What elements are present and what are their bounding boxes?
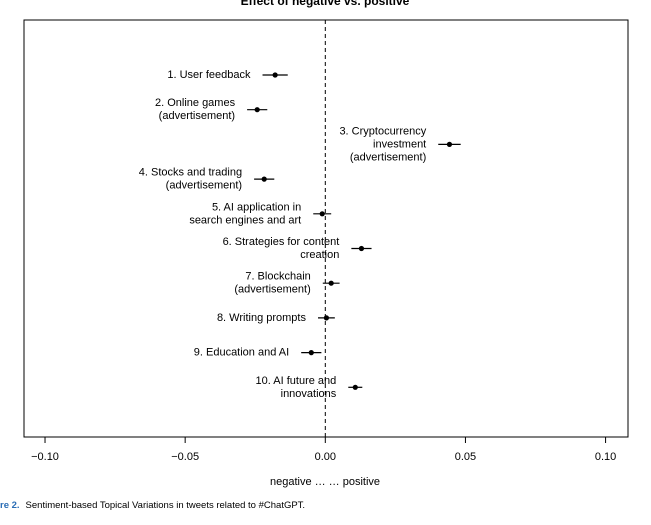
category-label: 5. AI application in search engines and a…: [189, 201, 301, 226]
point: [254, 107, 260, 113]
category-label: 1. User feedback: [167, 69, 251, 81]
category-label-line: search engines and art: [189, 214, 301, 226]
point: [272, 72, 278, 78]
category-label-line: 6. Strategies for content: [223, 236, 340, 248]
x-tick-label: −0.10: [31, 451, 59, 463]
category-label-line: 8. Writing prompts: [217, 312, 307, 324]
category-label-line: 5. AI application in: [212, 201, 301, 213]
category-label-line: 10. AI future and: [256, 375, 337, 387]
category-label: 2. Online games (advertisement): [155, 97, 236, 122]
category-label: 10. AI future and innovations: [256, 375, 337, 400]
category-label-line: 3. Cryptocurrency: [339, 125, 426, 137]
category-label: 6. Strategies for content creation: [223, 236, 340, 261]
category-label: 8. Writing prompts: [217, 312, 307, 324]
x-tick-label: 0.05: [455, 451, 476, 463]
chart-title: Effect of negative vs. positive: [241, 0, 410, 8]
category-label-line: investment: [373, 138, 426, 150]
category-label-line: 2. Online games: [155, 97, 236, 109]
point: [261, 176, 267, 182]
category-label-line: (advertisement): [234, 284, 310, 296]
point: [358, 245, 365, 252]
point: [323, 315, 330, 321]
category-label-line: (advertisement): [350, 151, 426, 163]
category-label-line: (advertisement): [159, 110, 235, 122]
category-label-line: creation: [300, 249, 339, 261]
x-tick-label: 0.00: [315, 451, 336, 463]
point: [319, 211, 325, 217]
caption-text: Sentiment-based Topical Variations in tw…: [26, 500, 306, 511]
category-label: 4. Stocks and trading (advertisement): [139, 167, 242, 192]
point: [308, 350, 314, 356]
x-tick-label: 0.10: [595, 451, 616, 463]
point: [446, 141, 453, 147]
category-label-line: 4. Stocks and trading: [139, 167, 242, 179]
x-axis-label: negative … … positive: [270, 476, 380, 488]
category-label-line: 7. Blockchain: [245, 271, 310, 283]
category-label-line: innovations: [281, 388, 337, 400]
figure-label: re 2.: [0, 500, 20, 511]
point: [352, 384, 358, 390]
plot-frame: [23, 19, 629, 438]
category-label-line: 1. User feedback: [167, 69, 251, 81]
category-label: 7. Blockchain (advertisement): [234, 271, 310, 296]
x-tick-label: −0.05: [171, 451, 199, 463]
caption: re 2. Sentiment-based Topical Variations …: [0, 500, 305, 511]
category-label-line: 9. Education and AI: [194, 347, 289, 359]
category-label: 9. Education and AI: [194, 347, 289, 359]
category-label-line: (advertisement): [166, 180, 242, 192]
point: [328, 280, 334, 286]
category-label: 3. Cryptocurrency investment (advertisemen…: [339, 125, 426, 163]
